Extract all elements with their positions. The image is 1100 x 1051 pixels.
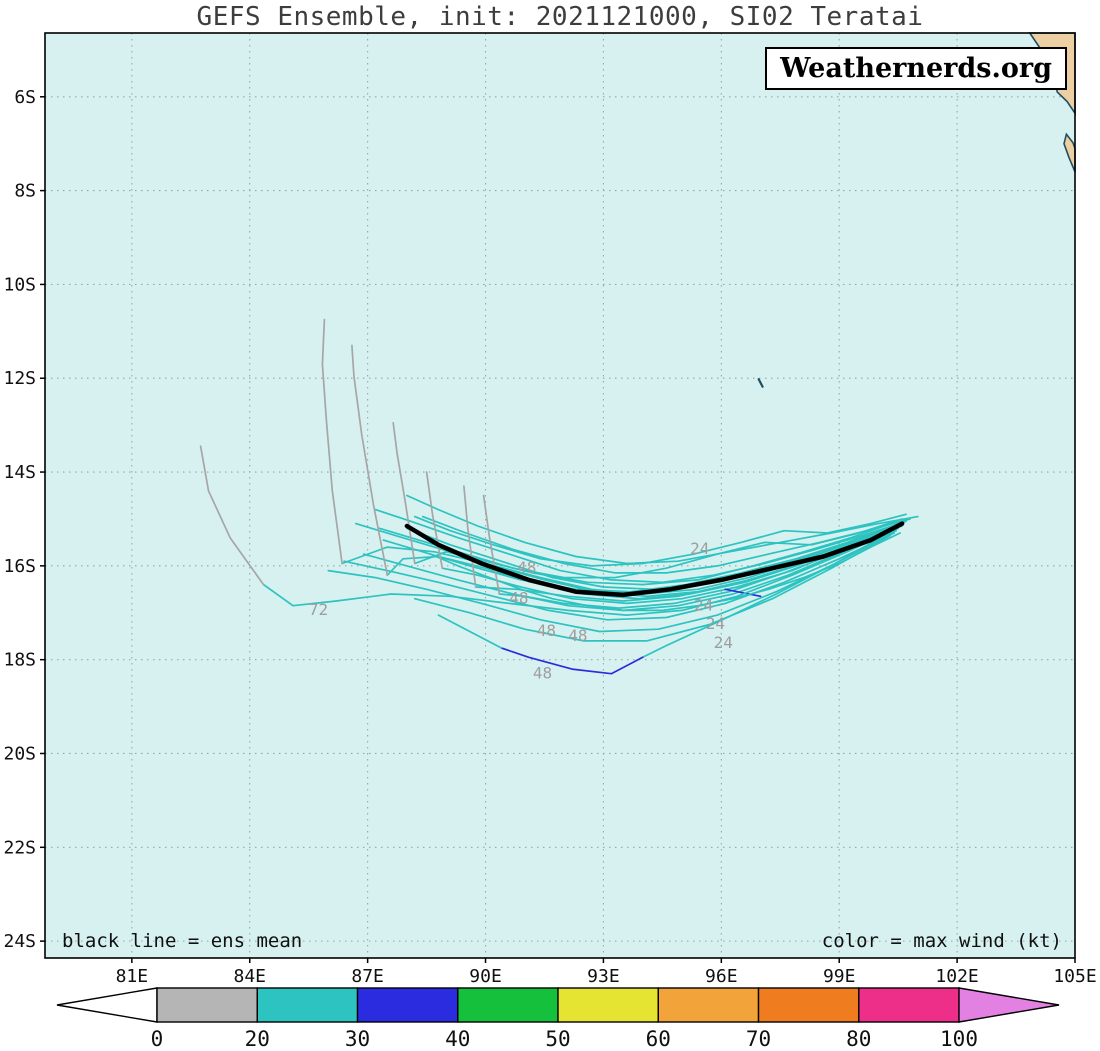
ensemble-member-track-gray — [463, 485, 477, 588]
ensemble-member-track-cyan — [374, 508, 907, 584]
colorbar-segment — [457, 987, 559, 1023]
x-tick-label: 99E — [823, 966, 856, 987]
forecast-hour-label: 48 — [509, 588, 528, 607]
forecast-hour-label: 24 — [690, 539, 709, 558]
x-tick-label: 93E — [587, 966, 620, 987]
watermark-box: Weathernerds.org — [765, 47, 1067, 90]
watermark-text: Weathernerds.org — [780, 53, 1052, 84]
ensemble-member-track-gray — [482, 494, 501, 595]
y-tick-label: 16S — [3, 556, 36, 577]
colorbar-segment — [156, 987, 259, 1023]
forecast-hour-label: 48 — [568, 626, 587, 645]
y-tick-label: 18S — [3, 650, 36, 671]
y-tick-label: 12S — [3, 368, 36, 389]
ensemble-member-track-cyan — [413, 513, 907, 567]
ensemble-member-track-gray — [321, 318, 343, 565]
y-tick-label: 20S — [3, 743, 36, 764]
y-tick-label: 8S — [14, 181, 36, 202]
colorbar-segment — [858, 987, 960, 1023]
colorbar-tick-label: 50 — [545, 1027, 570, 1051]
colorbar-tick-label: 70 — [746, 1027, 771, 1051]
x-tick-label: 102E — [935, 966, 978, 987]
ensemble-mean-track — [404, 521, 905, 598]
y-tick-label: 14S — [3, 462, 36, 483]
forecast-hour-label: 48 — [537, 621, 556, 640]
colorbar-segment — [356, 987, 459, 1023]
small-island — [757, 378, 764, 388]
x-tick-label: 90E — [469, 966, 502, 987]
colorbar-segment — [557, 987, 660, 1023]
ensemble-member-track-gray — [392, 421, 416, 565]
colorbar-tick-label: 60 — [646, 1027, 671, 1051]
x-tick-label: 81E — [116, 966, 149, 987]
colorbar-tick-label: 20 — [245, 1027, 270, 1051]
legend-ens-mean: black line = ens mean — [62, 930, 303, 952]
colorbar-right-arrow — [958, 987, 1060, 1023]
x-tick-label: 105E — [1053, 966, 1096, 987]
colorbar-tick-label: 40 — [445, 1027, 470, 1051]
ensemble-member-track-gray — [351, 344, 389, 577]
ensemble-member-track-cyan — [429, 532, 901, 612]
ensemble-member-track-gray — [199, 445, 265, 586]
forecast-hour-label: 48 — [533, 663, 552, 682]
forecast-hour-label: 24 — [706, 614, 725, 633]
colorbar-tick-label: 80 — [846, 1027, 871, 1051]
ensemble-member-track-cyan — [343, 532, 896, 621]
forecast-hour-label: 72 — [309, 600, 328, 619]
ensemble-member-track-blue — [500, 647, 644, 675]
ensemble-member-track-cyan — [413, 534, 892, 642]
ensemble-member-track-blue — [724, 588, 762, 598]
colorbar-segment — [657, 987, 760, 1023]
colorbar-segment — [256, 987, 359, 1023]
colorbar-tick-label: 100 — [940, 1027, 978, 1051]
forecast-hour-label: 48 — [517, 558, 536, 577]
x-tick-label: 84E — [233, 966, 266, 987]
ensemble-member-track-cyan — [262, 527, 900, 616]
ensemble-member-track-gray — [425, 471, 444, 570]
forecast-hour-label: 24 — [694, 595, 713, 614]
legend-max-wind: color = max wind (kt) — [821, 930, 1062, 952]
y-tick-label: 24S — [3, 931, 36, 952]
x-tick-label: 87E — [351, 966, 384, 987]
colorbar-segment — [757, 987, 860, 1023]
x-tick-label: 96E — [705, 966, 738, 987]
ensemble-member-track-cyan — [641, 529, 894, 659]
colorbar-tick-label: 30 — [345, 1027, 370, 1051]
colorbar-left-arrow — [56, 987, 158, 1023]
y-tick-label: 6S — [14, 87, 36, 108]
forecast-hour-label: 24 — [714, 633, 733, 652]
ensemble-member-track-cyan — [437, 614, 503, 649]
ensemble-member-track-cyan — [327, 532, 894, 633]
y-tick-label: 22S — [3, 837, 36, 858]
colorbar-tick-label: 0 — [151, 1027, 164, 1051]
y-tick-label: 10S — [3, 274, 36, 295]
plot-frame — [44, 32, 1076, 959]
chart-title: GEFS Ensemble, init: 2021121000, SI02 Te… — [196, 2, 924, 32]
ensemble-member-track-cyan — [382, 522, 900, 593]
ocean-background — [45, 33, 1075, 958]
